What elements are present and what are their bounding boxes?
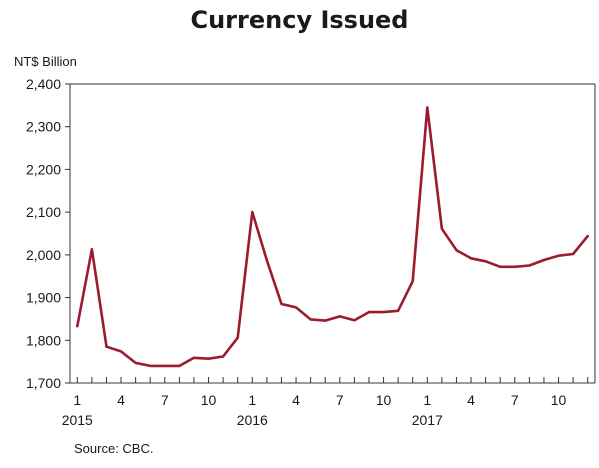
- data-point: [309, 318, 312, 321]
- data-point: [469, 257, 473, 260]
- y-tick-label: 2,300: [26, 119, 61, 135]
- data-point: [178, 364, 181, 368]
- x-tick-label: 10: [551, 392, 567, 408]
- x-tick-label: 4: [467, 392, 475, 408]
- data-point: [294, 306, 298, 309]
- x-year-label: 2016: [237, 412, 268, 428]
- data-point: [149, 364, 152, 368]
- series-line: [76, 106, 590, 368]
- y-axis-unit-label: NT$ Billion: [14, 54, 77, 69]
- data-point: [586, 234, 589, 238]
- data-point: [396, 309, 400, 313]
- data-point: [76, 324, 79, 328]
- data-point: [499, 265, 502, 269]
- y-tick-label: 1,700: [26, 375, 61, 391]
- y-tick-label: 1,900: [26, 290, 61, 306]
- data-point: [367, 310, 371, 314]
- data-point: [338, 315, 341, 318]
- data-point: [90, 248, 94, 251]
- data-point: [557, 254, 560, 257]
- data-point: [440, 227, 444, 231]
- data-point: [265, 259, 269, 262]
- data-point: [571, 252, 575, 256]
- data-point: [484, 260, 487, 263]
- axes: [65, 83, 596, 384]
- y-tick-label: 2,100: [26, 204, 61, 220]
- data-point: [207, 357, 210, 360]
- x-tick-label: 1: [248, 392, 256, 408]
- data-point: [251, 210, 254, 214]
- data-point: [353, 319, 356, 322]
- data-point: [280, 302, 283, 306]
- tick-labels: 1,700 1,800 1,900 2,000 2,100 2,200 2,300 2,400…: [26, 76, 567, 428]
- data-point: [411, 280, 414, 283]
- x-tick-label: 1: [73, 392, 81, 408]
- data-point: [324, 319, 327, 322]
- y-tick-label: 2,200: [26, 161, 61, 177]
- x-tick-label: 4: [117, 392, 125, 408]
- data-point: [455, 248, 458, 252]
- data-point: [542, 258, 546, 262]
- y-tick-label: 2,400: [26, 76, 61, 92]
- source-note: Source: CBC.: [74, 441, 154, 456]
- x-tick-label: 10: [376, 392, 392, 408]
- data-point: [236, 336, 239, 339]
- y-tick-label: 2,000: [26, 247, 61, 263]
- x-tick-label: 7: [161, 392, 169, 408]
- data-point: [426, 106, 429, 109]
- y-tick-label: 1,800: [26, 332, 61, 348]
- data-point: [105, 345, 108, 348]
- data-point: [513, 265, 516, 269]
- data-point: [221, 355, 225, 358]
- series-currency-issued: [76, 106, 590, 368]
- data-point: [119, 350, 123, 353]
- data-point: [134, 361, 137, 365]
- x-year-label: 2017: [412, 412, 443, 428]
- x-tick-label: 10: [201, 392, 217, 408]
- data-point: [382, 310, 385, 314]
- data-point: [528, 264, 531, 267]
- data-point: [163, 364, 166, 368]
- x-tick-label: 7: [336, 392, 344, 408]
- x-tick-label: 1: [423, 392, 431, 408]
- x-tick-label: 7: [511, 392, 519, 408]
- data-point: [192, 356, 196, 359]
- x-year-label: 2015: [62, 412, 93, 428]
- chart-title: Currency Issued: [190, 6, 409, 34]
- x-tick-label: 4: [292, 392, 300, 408]
